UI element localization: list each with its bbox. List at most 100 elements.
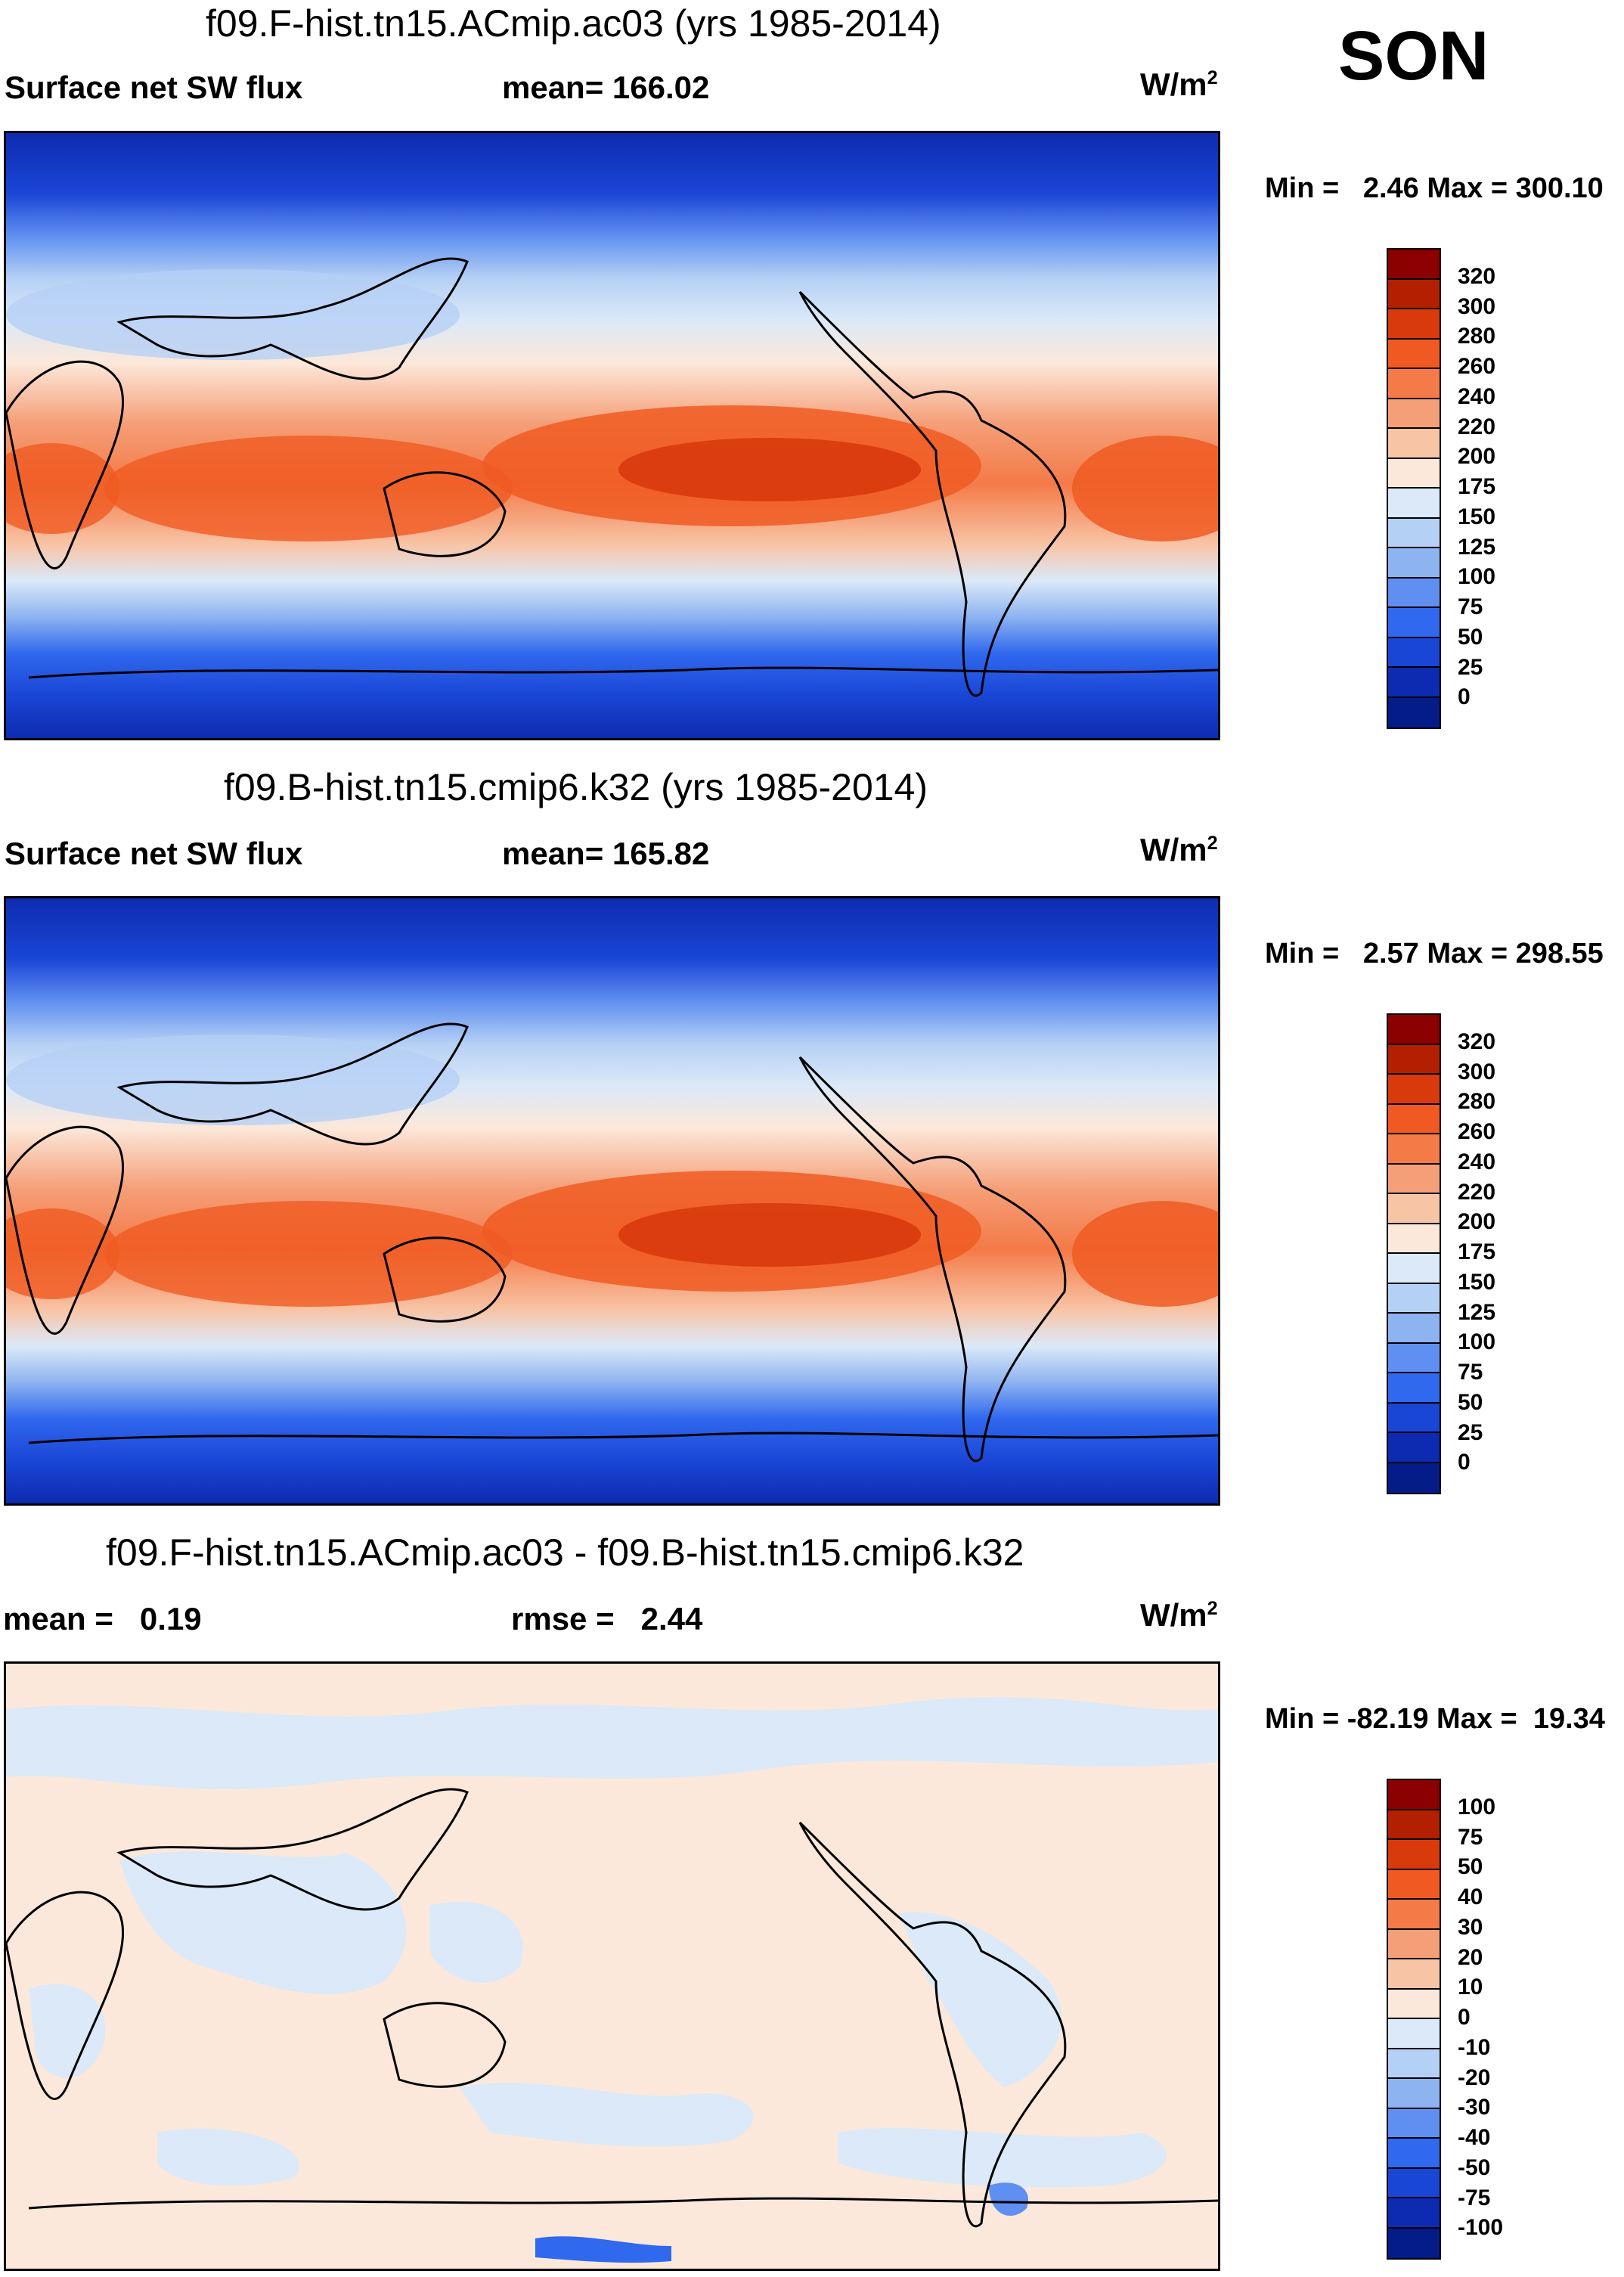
panel1-map: [4, 131, 1220, 740]
panel3-colorbar-swatch: [1388, 1810, 1440, 1840]
colorbar-tick-label: 260: [1458, 1119, 1496, 1144]
panel2-colorbar-swatch: [1388, 1373, 1440, 1404]
panel2-colorbar-swatch: [1388, 1254, 1440, 1284]
panel2-colorbar-swatch: [1388, 1194, 1440, 1224]
panel3-map-field: [6, 1664, 1218, 2269]
colorbar-tick-label: 125: [1458, 534, 1496, 560]
panel1-map-field: [6, 133, 1218, 738]
panel3-rmse-label: rmse = 2.44: [511, 1601, 703, 1636]
panel3-colorbar-swatch: [1388, 2168, 1440, 2198]
panel2-colorbar-swatch: [1388, 1104, 1440, 1134]
colorbar-tick-label: -20: [1458, 2065, 1491, 2090]
colorbar-tick-label: 220: [1458, 414, 1496, 439]
panel3-colorbar: [1387, 1779, 1441, 2260]
panel2-colorbar-swatch: [1388, 1463, 1440, 1493]
colorbar-tick-label: 25: [1458, 654, 1483, 680]
panel1-indian-max: [104, 436, 513, 541]
colorbar-tick-label: 40: [1458, 1885, 1483, 1909]
colorbar-tick-label: -10: [1458, 2034, 1491, 2060]
colorbar-tick-label: 320: [1458, 263, 1496, 289]
panel1-colorbar-swatch: [1388, 697, 1440, 727]
panel1-colorbar-swatch: [1388, 250, 1440, 280]
panel2-indian-max: [104, 1201, 513, 1307]
panel3-negative-patches: [6, 1697, 1218, 2188]
panel2-colorbar-swatch: [1388, 1044, 1440, 1075]
colorbar-tick-label: 100: [1458, 1329, 1496, 1355]
panel3-weddell-negative: [989, 2182, 1028, 2216]
panel3-coastlines: [6, 1788, 1218, 2228]
panel2-units-label: W/m2: [1140, 832, 1218, 867]
colorbar-tick-label: 300: [1458, 293, 1496, 319]
colorbar-tick-label: 50: [1458, 1389, 1483, 1415]
colorbar-tick-label: 220: [1458, 1179, 1496, 1205]
panel2-colorbar-swatch: [1388, 1314, 1440, 1344]
panel1-pacific-core: [618, 438, 921, 501]
panel2-coastlines: [6, 1022, 1218, 1463]
colorbar-tick-label: 260: [1458, 354, 1496, 379]
colorbar-tick-label: 240: [1458, 1149, 1496, 1174]
colorbar-tick-label: 150: [1458, 504, 1496, 529]
panel2-eurasia-cool: [6, 1035, 460, 1125]
panel2-colorbar-swatch: [1388, 1433, 1440, 1463]
colorbar-tick-label: 125: [1458, 1299, 1496, 1325]
panel2-colorbar-swatch: [1388, 1403, 1440, 1433]
panel1-colorbar-swatch: [1388, 518, 1440, 548]
colorbar-tick-label: 50: [1458, 1854, 1483, 1880]
colorbar-tick-label: 175: [1458, 474, 1496, 499]
panel3-colorbar-swatch: [1388, 2049, 1440, 2079]
colorbar-tick-label: 10: [1458, 1975, 1483, 2000]
panel3-colorbar-swatch: [1388, 2228, 1440, 2258]
colorbar-tick-label: 75: [1458, 1824, 1483, 1850]
colorbar-tick-label: 0: [1458, 2005, 1471, 2030]
panel1-atlantic-max: [1072, 436, 1218, 541]
colorbar-tick-label: 150: [1458, 1269, 1496, 1295]
panel1-colorbar-swatch: [1388, 279, 1440, 309]
panel3-colorbar-swatch: [1388, 2198, 1440, 2229]
panel2-colorbar-swatch: [1388, 1134, 1440, 1165]
colorbar-tick-label: 280: [1458, 324, 1496, 349]
colorbar-tick-label: 0: [1458, 1450, 1471, 1475]
panel2-minmax-label: Min = 2.57 Max = 298.55: [1265, 938, 1604, 969]
colorbar-tick-label: 50: [1458, 624, 1483, 650]
panel2-colorbar-swatch: [1388, 1343, 1440, 1373]
season-label: SON: [1338, 17, 1489, 95]
colorbar-tick-label: 300: [1458, 1059, 1496, 1084]
panel3-colorbar-swatch: [1388, 1840, 1440, 1870]
panel1-colorbar-swatch: [1388, 429, 1440, 459]
panel2-variable-label: Surface net SW flux: [5, 836, 303, 871]
panel2-map: [4, 896, 1220, 1506]
panel2-pacific-core: [618, 1203, 921, 1267]
panel2-map-field: [6, 898, 1218, 1503]
panel2-colorbar-swatch: [1388, 1164, 1440, 1194]
panel2-colorbar: [1387, 1013, 1441, 1494]
colorbar-tick-label: 240: [1458, 383, 1496, 409]
colorbar-tick-label: 75: [1458, 594, 1483, 619]
colorbar-tick-label: -75: [1458, 2185, 1491, 2210]
panel1-colorbar-swatch: [1388, 399, 1440, 429]
panel3-antarctic-negative: [535, 2236, 671, 2263]
panel3-colorbar-swatch: [1388, 1959, 1440, 1990]
panel1-variable-label: Surface net SW flux: [5, 70, 303, 105]
panel1-colorbar-swatch: [1388, 369, 1440, 399]
panel1-coastlines: [6, 257, 1218, 697]
colorbar-tick-label: -40: [1458, 2125, 1491, 2150]
colorbar-tick-label: 20: [1458, 1944, 1483, 1970]
panel1-colorbar-swatch: [1388, 309, 1440, 340]
panel1-minmax-label: Min = 2.46 Max = 300.10: [1265, 172, 1604, 204]
panel1-colorbar-swatch: [1388, 339, 1440, 369]
panel1-eurasia-cool: [6, 269, 460, 360]
panel1-mean-label: mean= 166.02: [502, 70, 710, 105]
panel3-colorbar-swatch: [1388, 2019, 1440, 2049]
colorbar-tick-label: 75: [1458, 1360, 1483, 1385]
panel3-map: [4, 1661, 1220, 2271]
colorbar-tick-label: -50: [1458, 2154, 1491, 2180]
panel3-colorbar-swatch: [1388, 1900, 1440, 1930]
panel3-colorbar-swatch: [1388, 1780, 1440, 1810]
panel1-colorbar-swatch: [1388, 637, 1440, 668]
panel1-colorbar-swatch: [1388, 489, 1440, 519]
panel1-units-label: W/m2: [1140, 67, 1218, 102]
panel3-title: f09.F-hist.tn15.ACmip.ac03 - f09.B-hist.…: [106, 1531, 1024, 1574]
panel3-minmax-label: Min = -82.19 Max = 19.34: [1265, 1703, 1605, 1735]
panel3-colorbar-swatch: [1388, 2079, 1440, 2109]
panel3-units-label: W/m2: [1140, 1597, 1218, 1633]
